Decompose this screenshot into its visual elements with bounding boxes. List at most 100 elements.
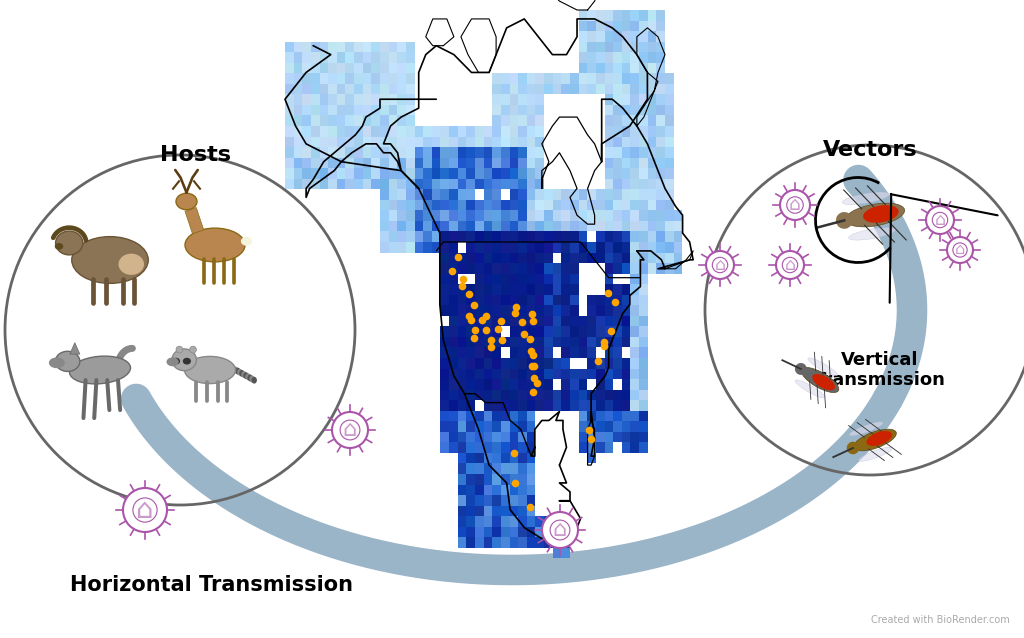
Bar: [518, 158, 526, 168]
Bar: [526, 94, 536, 105]
Bar: [458, 147, 466, 158]
Bar: [493, 516, 501, 527]
Bar: [613, 211, 622, 221]
Bar: [536, 348, 544, 358]
Bar: [596, 400, 604, 411]
Bar: [518, 369, 526, 379]
Bar: [579, 316, 588, 327]
Bar: [518, 115, 526, 126]
Bar: [648, 63, 656, 73]
Ellipse shape: [72, 237, 148, 283]
Circle shape: [780, 190, 810, 220]
Bar: [544, 348, 553, 358]
Bar: [483, 421, 493, 432]
Ellipse shape: [801, 367, 839, 392]
Bar: [526, 274, 536, 284]
Bar: [570, 274, 579, 284]
Bar: [501, 442, 510, 453]
Bar: [518, 453, 526, 463]
Bar: [579, 379, 588, 390]
Bar: [458, 327, 466, 337]
Bar: [380, 105, 389, 115]
Bar: [440, 379, 450, 390]
Bar: [518, 253, 526, 263]
Bar: [501, 316, 510, 327]
Bar: [613, 221, 622, 232]
Bar: [553, 274, 561, 284]
Bar: [397, 137, 406, 147]
Bar: [389, 242, 397, 253]
Bar: [285, 94, 294, 105]
Bar: [536, 137, 544, 147]
Bar: [501, 527, 510, 537]
Bar: [631, 400, 639, 411]
Bar: [466, 432, 475, 442]
Bar: [466, 327, 475, 337]
Bar: [483, 411, 493, 421]
Bar: [588, 200, 596, 211]
Bar: [483, 232, 493, 242]
Text: ⌂: ⌂: [784, 256, 796, 274]
Bar: [639, 221, 648, 232]
Bar: [518, 274, 526, 284]
Bar: [493, 463, 501, 474]
Bar: [483, 316, 493, 327]
Circle shape: [847, 441, 859, 454]
Bar: [466, 168, 475, 179]
Bar: [458, 242, 466, 253]
Bar: [553, 305, 561, 316]
Ellipse shape: [846, 203, 904, 227]
Bar: [380, 63, 389, 73]
Bar: [536, 221, 544, 232]
Bar: [536, 284, 544, 295]
Bar: [544, 221, 553, 232]
Bar: [423, 200, 432, 211]
Bar: [501, 221, 510, 232]
Bar: [518, 137, 526, 147]
Bar: [518, 242, 526, 253]
Bar: [328, 105, 337, 115]
Bar: [561, 337, 570, 348]
Bar: [475, 158, 483, 168]
Bar: [665, 115, 674, 126]
Bar: [613, 348, 622, 358]
Bar: [311, 179, 319, 189]
Bar: [440, 316, 450, 327]
Bar: [570, 358, 579, 369]
Bar: [570, 189, 579, 200]
Bar: [493, 348, 501, 358]
Bar: [493, 115, 501, 126]
Bar: [579, 411, 588, 421]
Bar: [648, 41, 656, 52]
Bar: [483, 495, 493, 506]
Bar: [622, 179, 631, 189]
Circle shape: [123, 488, 167, 532]
Bar: [613, 284, 622, 295]
Bar: [648, 105, 656, 115]
Bar: [345, 168, 354, 179]
Bar: [501, 253, 510, 263]
Bar: [526, 421, 536, 432]
Bar: [553, 358, 561, 369]
Bar: [450, 137, 458, 147]
Bar: [579, 232, 588, 242]
Bar: [553, 516, 561, 527]
Bar: [294, 147, 302, 158]
Bar: [319, 158, 328, 168]
Bar: [440, 305, 450, 316]
Bar: [493, 168, 501, 179]
Bar: [570, 295, 579, 305]
Bar: [319, 105, 328, 115]
Bar: [518, 284, 526, 295]
Bar: [337, 63, 345, 73]
Bar: [570, 242, 579, 253]
Bar: [588, 400, 596, 411]
Bar: [631, 105, 639, 115]
Bar: [631, 200, 639, 211]
Bar: [588, 20, 596, 31]
Bar: [518, 168, 526, 179]
Bar: [475, 379, 483, 390]
Bar: [665, 158, 674, 168]
Bar: [466, 189, 475, 200]
Bar: [656, 63, 665, 73]
